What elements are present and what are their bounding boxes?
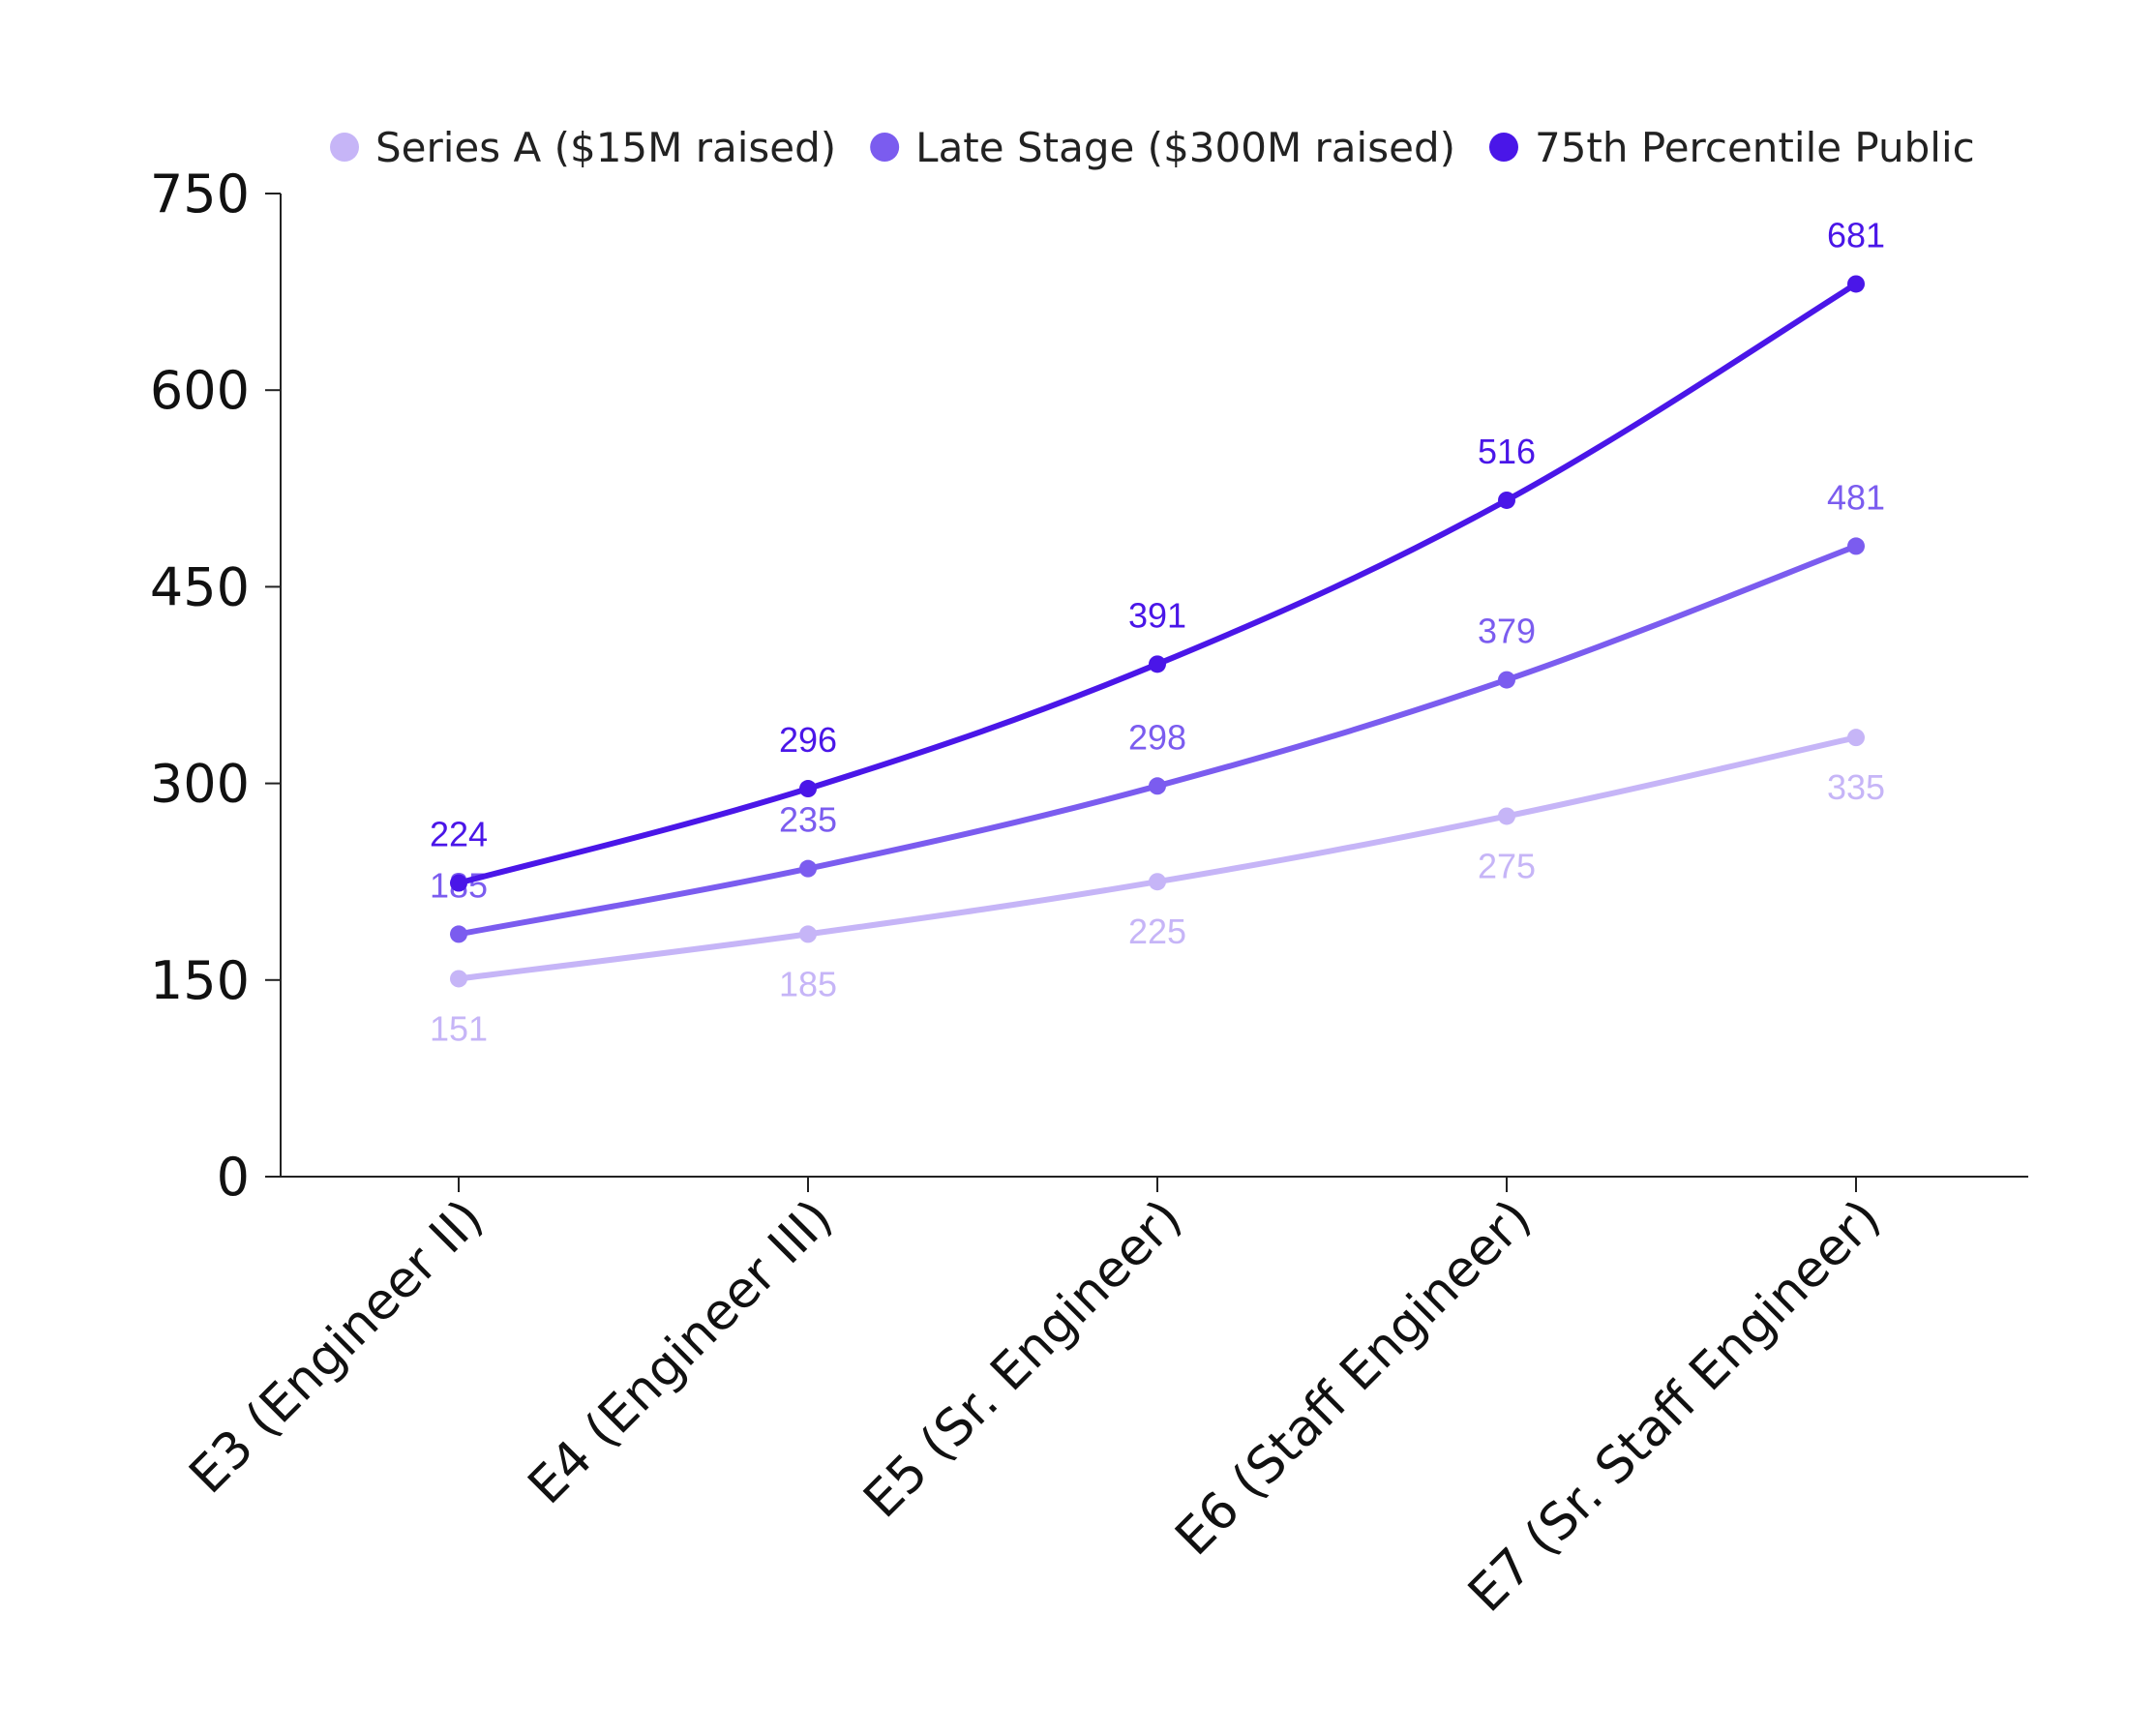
data-point — [1847, 275, 1865, 293]
data-label: 275 — [1478, 846, 1536, 885]
data-point — [1847, 729, 1865, 747]
series-2: 185235298379481 — [430, 477, 1885, 943]
data-label: 391 — [1128, 595, 1186, 635]
data-point — [450, 970, 467, 988]
data-point — [799, 859, 817, 878]
data-point — [1498, 671, 1515, 689]
data-point — [1149, 777, 1166, 795]
series-3: 224 296 391 516 681 — [430, 215, 1885, 892]
y-tick-label: 750 — [150, 164, 250, 224]
series-layer: 1511852252753351852352983794812242963915… — [430, 215, 1885, 1048]
data-point — [450, 925, 467, 943]
legend-marker — [870, 133, 900, 162]
data-point — [1149, 655, 1166, 673]
data-point — [1149, 873, 1166, 891]
x-tick-label: E7 (Sr. Staff Engineer) — [1457, 1189, 1892, 1624]
data-label: 296 — [779, 720, 837, 760]
data-label: 235 — [779, 800, 837, 840]
data-point — [799, 780, 817, 798]
series-1: 151 185 225 275 335 — [430, 729, 1885, 1048]
legend-marker — [1488, 133, 1518, 162]
data-label: 224 — [430, 815, 488, 854]
x-tick-label: E4 (Engineer III) — [518, 1189, 844, 1515]
data-label: 185 — [779, 964, 837, 1003]
data-label: 516 — [1478, 432, 1536, 471]
data-point — [1847, 537, 1865, 555]
y-tick-label: 450 — [150, 556, 250, 617]
y-tick-label: 600 — [150, 360, 250, 421]
legend-marker — [330, 133, 359, 162]
data-label: 335 — [1827, 767, 1885, 807]
x-tick-label: E3 (Engineer II) — [179, 1189, 495, 1506]
y-axis-ticks: 0 150 300 450 600 750 — [150, 164, 281, 1208]
y-tick-label: 0 — [217, 1147, 250, 1208]
data-label: 225 — [1128, 912, 1186, 951]
data-point — [799, 925, 817, 943]
data-point — [450, 874, 467, 892]
x-tick-label: E6 (Staff Engineer) — [1165, 1189, 1542, 1567]
data-label: 151 — [430, 1008, 488, 1048]
chart-axes — [280, 194, 2028, 1178]
legend-item: Series A ($15M raised) — [330, 124, 836, 171]
y-tick-label: 300 — [150, 754, 250, 815]
x-axis-ticks: E3 (Engineer II) E4 (Engineer III) E5 (Sr.… — [179, 1177, 1892, 1624]
data-point — [1498, 491, 1515, 509]
legend-item: 75th Percentile Public — [1488, 124, 1975, 171]
data-label: 298 — [1128, 717, 1186, 757]
data-label: 481 — [1827, 477, 1885, 517]
legend-label: Series A ($15M raised) — [375, 124, 836, 171]
legend-item: Late Stage ($300M raised) — [870, 124, 1455, 171]
x-tick-label: E5 (Sr. Engineer) — [853, 1189, 1194, 1530]
legend-label: 75th Percentile Public — [1535, 124, 1975, 171]
chart-legend: Series A ($15M raised) Late Stage ($300M … — [330, 124, 1975, 171]
data-point — [1498, 807, 1515, 825]
data-label: 681 — [1827, 215, 1885, 254]
legend-label: Late Stage ($300M raised) — [915, 124, 1455, 171]
data-label: 379 — [1478, 612, 1536, 651]
y-tick-label: 150 — [150, 950, 250, 1011]
